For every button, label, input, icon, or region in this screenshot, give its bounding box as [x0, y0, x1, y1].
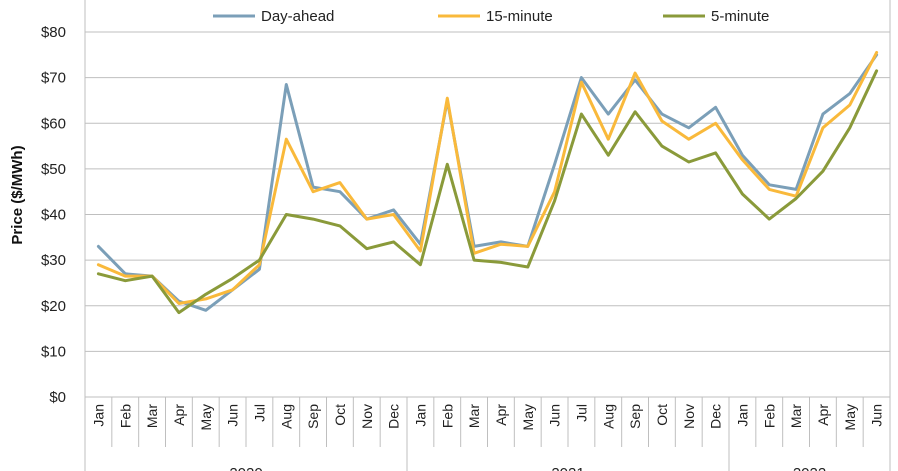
- x-tick-label: May: [842, 404, 858, 430]
- x-tick-label: Aug: [278, 404, 294, 429]
- x-tick-label: Feb: [117, 404, 133, 428]
- x-tick-label: Nov: [359, 404, 375, 429]
- x-tick-label: Oct: [654, 404, 670, 426]
- x-tick-label: Jan: [90, 404, 106, 427]
- x-tick-label: Apr: [171, 404, 187, 426]
- x-tick-label: Jul: [251, 404, 267, 422]
- legend-label: Day-ahead: [261, 8, 334, 25]
- x-tick-label: Apr: [493, 404, 509, 426]
- x-tick-label: Jun: [225, 404, 241, 427]
- x-tick-label: Jan: [412, 404, 428, 427]
- x-tick-label: Feb: [439, 404, 455, 428]
- x-tick-label: Jan: [734, 404, 750, 427]
- x-tick-label: Oct: [332, 404, 348, 426]
- legend-label: 15-minute: [486, 8, 553, 25]
- y-tick-label: $60: [41, 115, 66, 132]
- y-tick-label: $70: [41, 70, 66, 87]
- x-tick-label: Jun: [869, 404, 885, 427]
- x-tick-label: Sep: [627, 404, 643, 429]
- x-tick-label: Sep: [305, 404, 321, 429]
- y-tick-label: $50: [41, 161, 66, 178]
- y-tick-label: $80: [41, 24, 66, 41]
- year-label: 2020: [229, 465, 262, 471]
- x-tick-label: Mar: [788, 404, 804, 428]
- y-tick-label: $20: [41, 298, 66, 315]
- series-lines: [96, 51, 879, 315]
- legend: Day-ahead 15-minute 5-minute: [213, 8, 769, 25]
- x-tick-label: May: [198, 404, 214, 430]
- x-axis-ticks: Jan Feb Mar Apr May Jun Jul Aug Sep Oct Nov Dec Jan F…: [90, 404, 884, 431]
- y-tick-label: $10: [41, 343, 66, 360]
- x-tick-label: Mar: [466, 404, 482, 428]
- grid-lines: [85, 31, 890, 398]
- x-tick-label: Apr: [815, 404, 831, 426]
- legend-label: 5-minute: [711, 8, 769, 25]
- y-tick-label: $30: [41, 252, 66, 269]
- x-tick-label: Nov: [681, 404, 697, 429]
- x-tick-label: Feb: [761, 404, 777, 428]
- x-tick-label: Jul: [573, 404, 589, 422]
- series-line-5-minute: [96, 69, 879, 315]
- x-axis-dividers: [84, 397, 891, 471]
- year-labels: 2020 2021 2022: [229, 465, 826, 471]
- year-label: 2022: [793, 465, 826, 471]
- series-line-day-ahead: [96, 53, 879, 312]
- y-axis-label: Price ($/MWh): [9, 145, 26, 244]
- series-line-15-minute: [96, 51, 879, 305]
- x-tick-label: Dec: [708, 404, 724, 429]
- x-tick-label: May: [520, 404, 536, 430]
- x-tick-label: Jun: [547, 404, 563, 427]
- year-label: 2021: [551, 465, 584, 471]
- plot-frame: [84, 0, 891, 397]
- y-tick-label: $0: [49, 389, 66, 406]
- x-tick-label: Mar: [144, 404, 160, 428]
- y-tick-label: $40: [41, 207, 66, 224]
- y-axis-ticks: $0 $10 $20 $30 $40 $50 $60 $70 $80: [41, 24, 66, 406]
- x-tick-label: Aug: [600, 404, 616, 429]
- x-tick-label: Dec: [386, 404, 402, 429]
